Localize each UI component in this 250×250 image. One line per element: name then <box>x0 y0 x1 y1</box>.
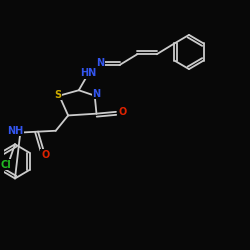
Text: S: S <box>54 90 61 100</box>
Text: Cl: Cl <box>0 160 11 170</box>
Text: N: N <box>96 58 104 68</box>
Text: O: O <box>119 107 127 117</box>
Text: O: O <box>41 150 50 160</box>
Text: HN: HN <box>80 68 97 78</box>
Text: N: N <box>92 89 101 99</box>
Text: NH: NH <box>7 126 24 136</box>
